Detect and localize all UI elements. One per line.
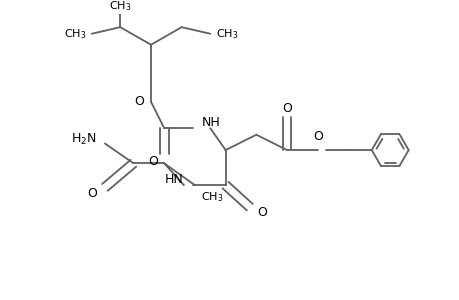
Text: CH$_3$: CH$_3$ — [201, 190, 224, 204]
Text: NH: NH — [201, 116, 220, 129]
Text: CH$_3$: CH$_3$ — [63, 27, 86, 40]
Text: O: O — [148, 154, 158, 167]
Text: CH$_3$: CH$_3$ — [215, 27, 238, 40]
Text: O: O — [87, 187, 97, 200]
Text: O: O — [281, 102, 291, 115]
Text: O: O — [312, 130, 322, 143]
Text: CH$_3$: CH$_3$ — [109, 0, 131, 13]
Text: H$_2$N: H$_2$N — [70, 131, 96, 147]
Text: O: O — [134, 95, 144, 108]
Text: HN: HN — [165, 173, 184, 186]
Text: O: O — [257, 206, 267, 219]
